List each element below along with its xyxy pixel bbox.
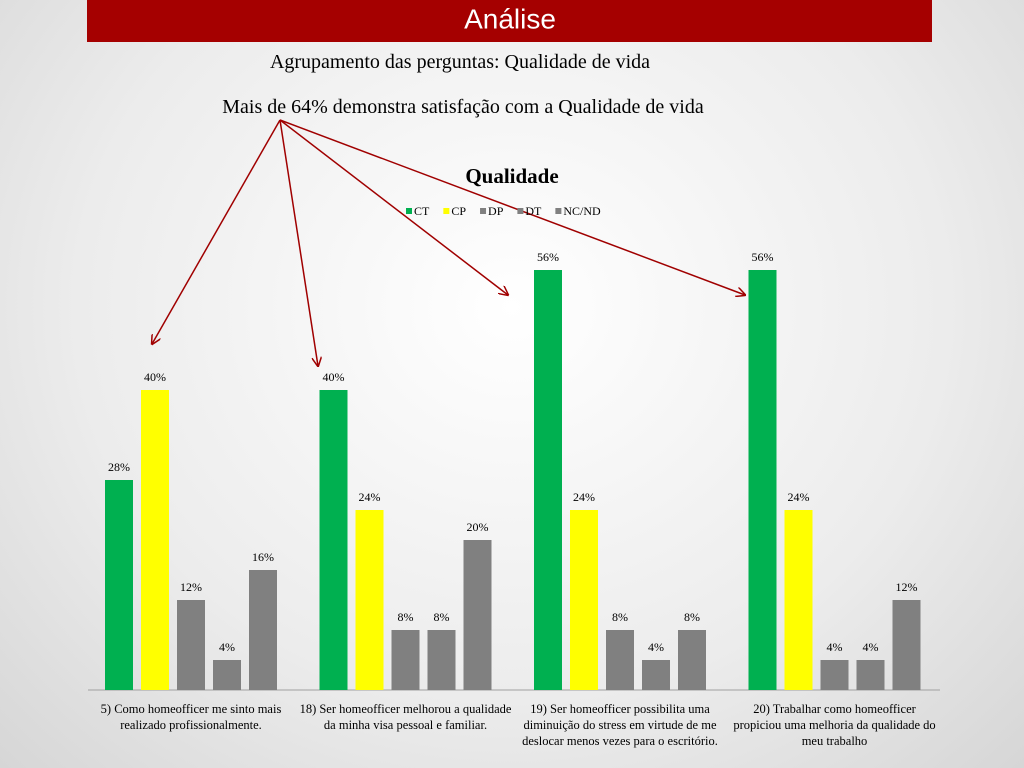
- value-label: 16%: [252, 550, 274, 564]
- value-label: 8%: [612, 610, 628, 624]
- value-label: 4%: [648, 640, 664, 654]
- value-label: 20%: [467, 520, 489, 534]
- x-tick-label: 5) Como homeofficer me sinto mais realiz…: [100, 702, 282, 732]
- header-title: Análise: [464, 3, 556, 34]
- value-label: 4%: [219, 640, 235, 654]
- value-label: 24%: [359, 490, 381, 504]
- legend-label: CP: [451, 204, 466, 218]
- bar: [177, 600, 205, 690]
- bar: [678, 630, 706, 690]
- value-label: 12%: [896, 580, 918, 594]
- x-tick-label: 19) Ser homeofficer possibilita uma dimi…: [522, 702, 718, 748]
- arrows: [152, 119, 745, 366]
- chart-title: Qualidade: [465, 164, 558, 188]
- bar: [391, 630, 420, 690]
- legend-label: CT: [414, 204, 430, 218]
- subtitle: Agrupamento das perguntas: Qualidade de …: [270, 51, 650, 73]
- value-label: 40%: [323, 370, 345, 384]
- bar: [784, 510, 813, 690]
- bar: [463, 540, 492, 690]
- header-bar: [87, 0, 932, 42]
- value-label: 24%: [788, 490, 810, 504]
- bar: [319, 390, 348, 690]
- legend-swatch: [443, 208, 450, 214]
- bar: [213, 660, 241, 690]
- bar: [820, 660, 849, 690]
- legend-swatch: [480, 208, 487, 214]
- value-label: 56%: [537, 250, 559, 264]
- bar: [141, 390, 169, 690]
- value-label: 40%: [144, 370, 166, 384]
- bar: [856, 660, 885, 690]
- legend-label: DP: [488, 204, 504, 218]
- bar: [892, 600, 921, 690]
- bar: [748, 270, 777, 690]
- value-label: 24%: [573, 490, 595, 504]
- x-tick-label: 20) Trabalhar como homeofficer propiciou…: [733, 702, 936, 748]
- value-label: 8%: [434, 610, 450, 624]
- subtitle: Mais de 64% demonstra satisfação com a Q…: [222, 96, 704, 118]
- legend-swatch: [555, 208, 562, 214]
- bar: [427, 630, 456, 690]
- value-label: 28%: [108, 460, 130, 474]
- value-label: 8%: [684, 610, 700, 624]
- bar: [534, 270, 562, 690]
- value-label: 4%: [827, 640, 843, 654]
- legend-swatch: [406, 208, 412, 214]
- bar: [355, 510, 384, 690]
- value-label: 4%: [863, 640, 879, 654]
- bar: [105, 480, 133, 690]
- legend-label: DT: [525, 204, 542, 218]
- legend-label: NC/ND: [563, 204, 601, 218]
- legend-swatch: [517, 208, 524, 214]
- x-tick-label: 18) Ser homeofficer melhorou a qualidade…: [299, 702, 512, 732]
- bar: [249, 570, 277, 690]
- value-label: 8%: [398, 610, 414, 624]
- value-label: 12%: [180, 580, 202, 594]
- value-label: 56%: [752, 250, 774, 264]
- bar: [642, 660, 670, 690]
- bar: [570, 510, 598, 690]
- bar: [606, 630, 634, 690]
